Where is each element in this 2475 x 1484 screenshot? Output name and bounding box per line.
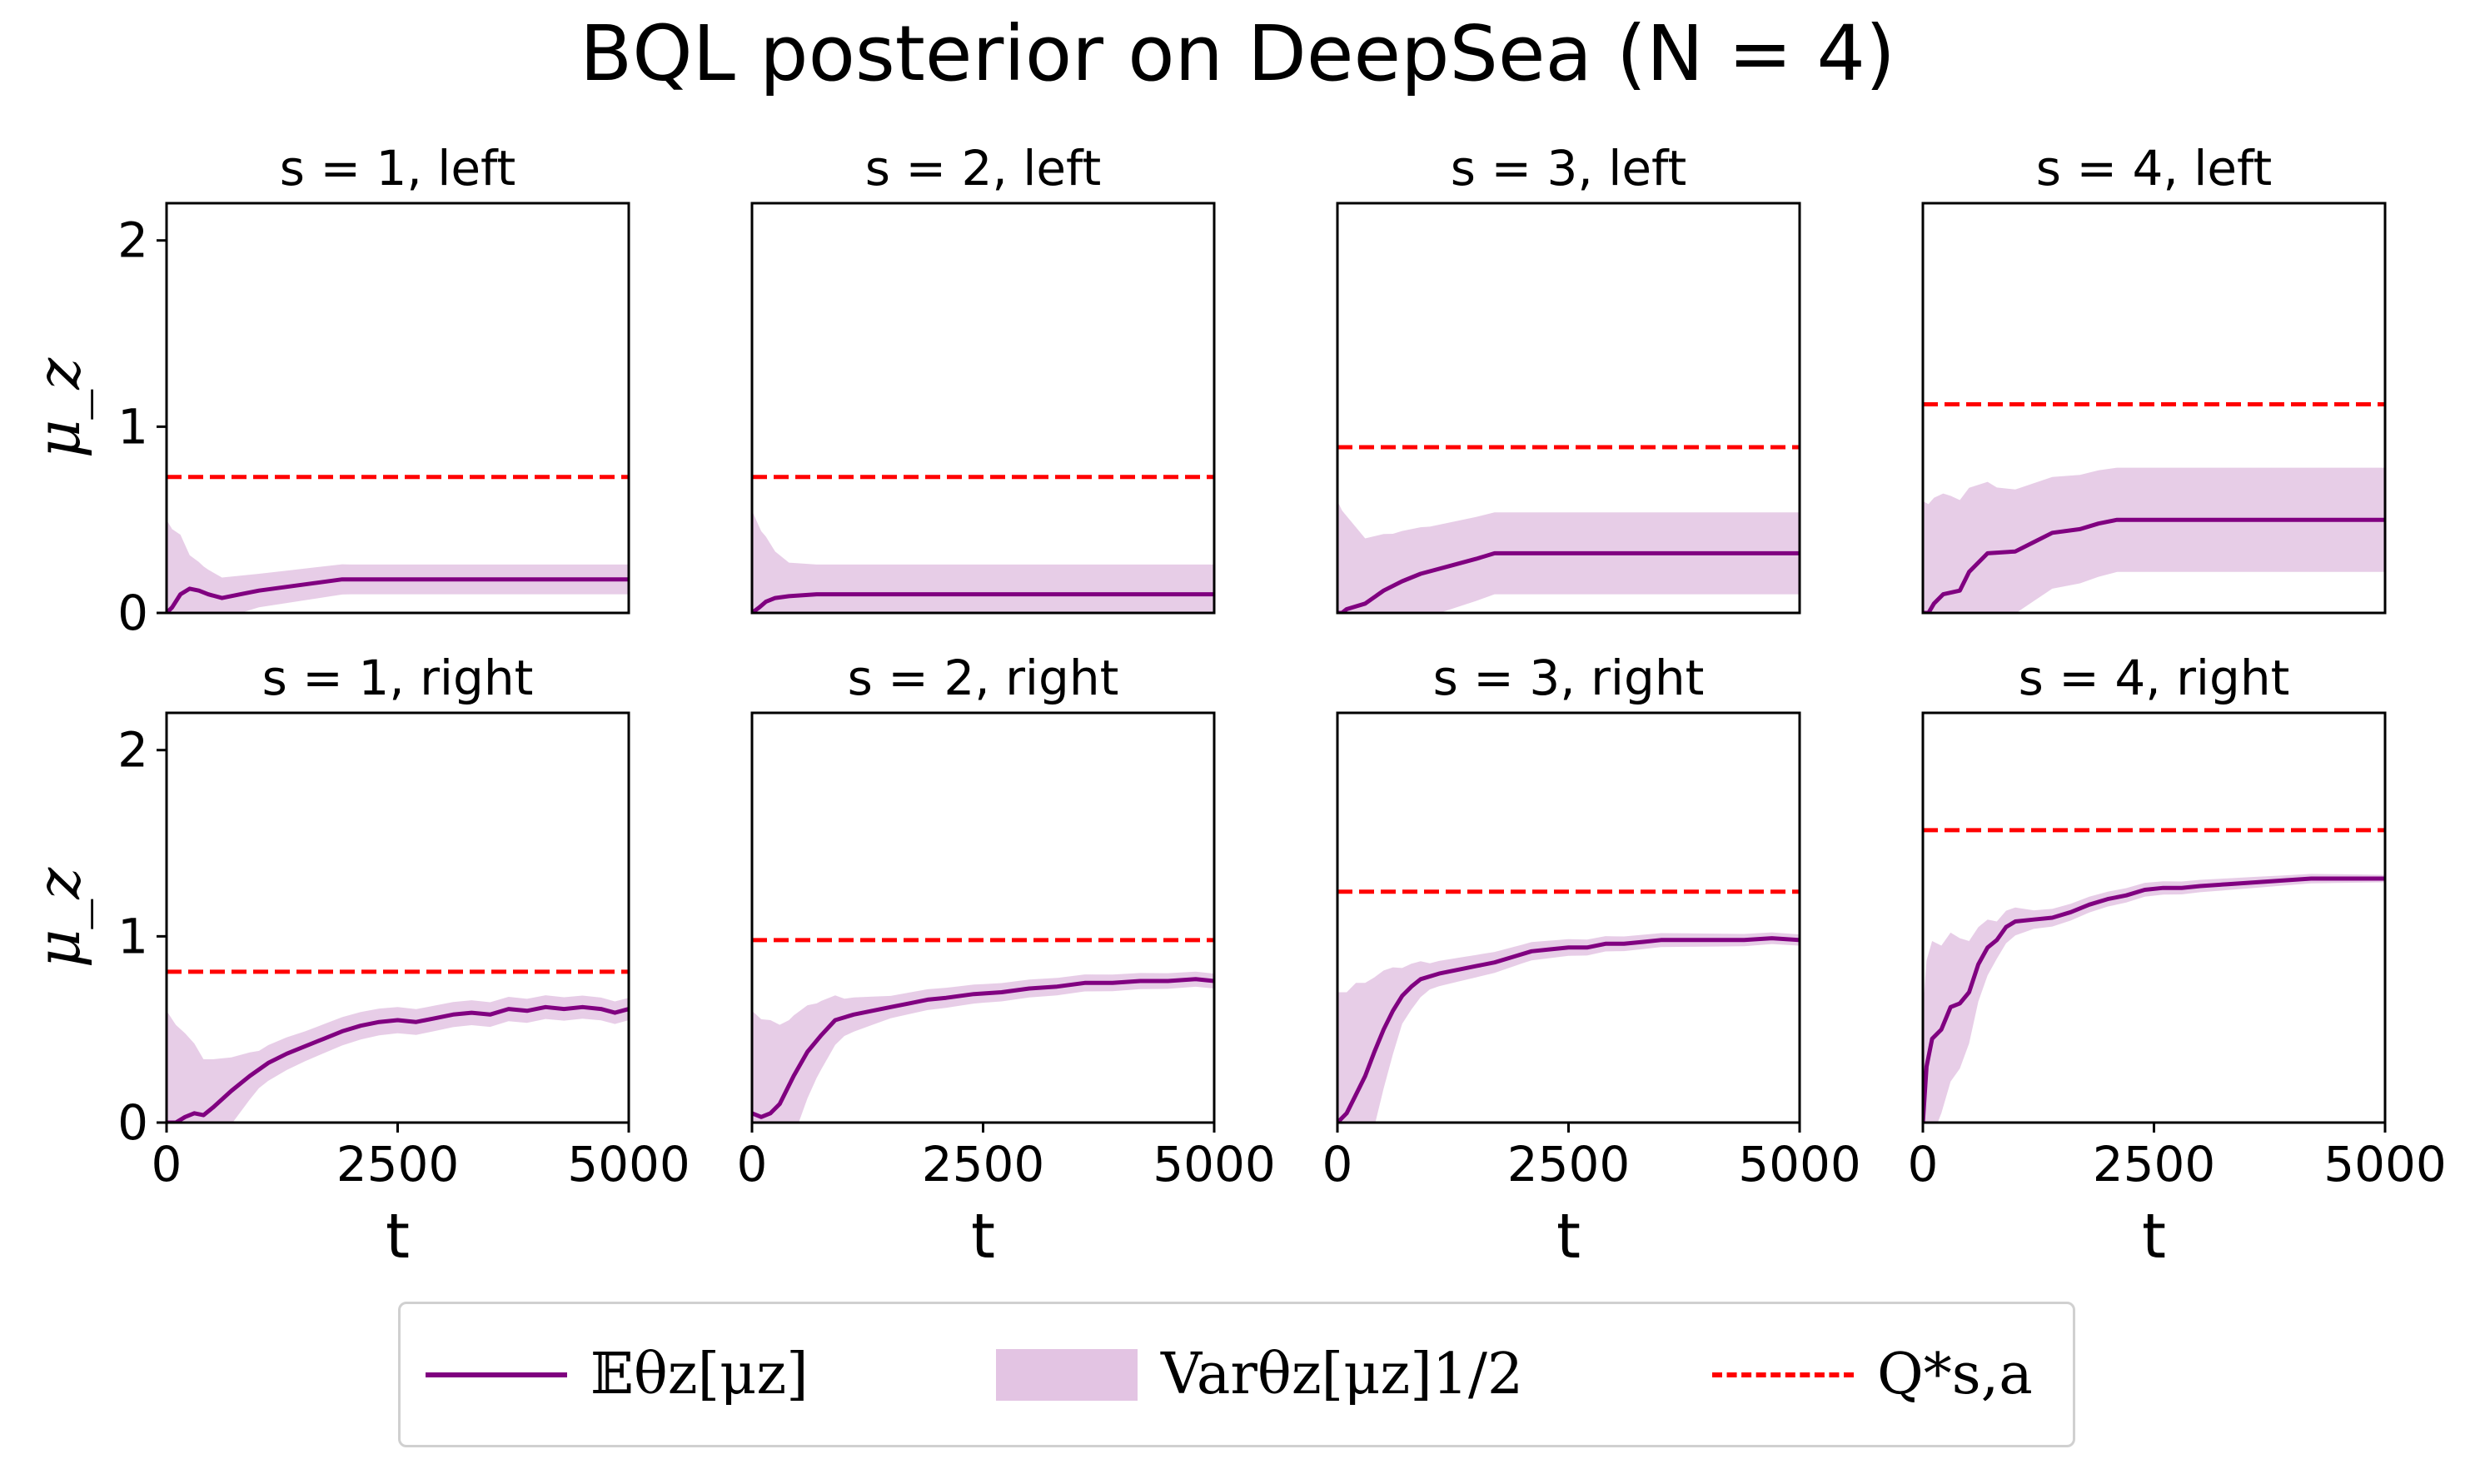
y-tick-label: 2: [117, 212, 148, 269]
x-tick-label: 5000: [567, 1136, 690, 1193]
y-tick-label: 0: [117, 1094, 148, 1151]
posterior-mean-line: [1337, 936, 1800, 1123]
panel-frame: [165, 202, 630, 615]
subplot-grid: s = 1, left 0 1 2 μ_z s = 2, left s = 3, left s…: [23, 140, 2447, 1272]
posterior-mean-line: [752, 977, 1214, 1119]
panel-frame: [1921, 711, 2387, 1124]
posterior-std-band: [752, 971, 1214, 1123]
posterior-mean-line: [1337, 550, 1800, 613]
x-tick-label: 5000: [1153, 1136, 1276, 1193]
x-tick-label: 2500: [2093, 1136, 2216, 1193]
x-axis-label: t: [386, 1201, 410, 1272]
x-tick-label: 2500: [1507, 1136, 1631, 1193]
chart-title: BQL posterior on DeepSea (N = 4): [580, 9, 1895, 98]
x-tick-label: 2500: [922, 1136, 1045, 1193]
x-axis-label: t: [971, 1201, 995, 1272]
legend-entry-qstar: Q*s,a: [1712, 1304, 2033, 1445]
posterior-mean-line: [167, 1004, 629, 1123]
x-axis-label: t: [2142, 1201, 2166, 1272]
panel-title: s = 4, left: [2036, 140, 2272, 197]
y-tick-label: 2: [117, 722, 148, 779]
posterior-std-band: [167, 995, 629, 1123]
legend-mean-line-icon: [426, 1372, 567, 1377]
legend-entry-band: Varθz[μz]1/2: [996, 1304, 1523, 1445]
legend-label-band: Varθz[μz]1/2: [1161, 1342, 1524, 1407]
x-tick-label: 0: [1908, 1136, 1939, 1193]
y-axis-label: μ_z: [23, 357, 93, 459]
posterior-mean-line: [752, 592, 1214, 613]
x-tick-label: 0: [1322, 1136, 1353, 1193]
y-tick-label: 0: [117, 585, 148, 641]
posterior-mean-line: [167, 577, 629, 613]
x-tick-label: 0: [737, 1136, 768, 1193]
panel-title: s = 2, left: [865, 140, 1101, 197]
x-tick-label: 2500: [336, 1136, 460, 1193]
x-tick-label: 5000: [1738, 1136, 1861, 1193]
panel-frame: [1336, 711, 1801, 1124]
posterior-mean-line: [1923, 517, 2385, 613]
panel-title: s = 2, right: [848, 650, 1119, 706]
x-tick-label: 0: [152, 1136, 182, 1193]
posterior-std-band: [1923, 467, 2385, 613]
legend-entry-mean: 𝔼θz[μz]: [426, 1304, 809, 1445]
panel-frame: [1921, 202, 2387, 615]
posterior-std-band: [1337, 932, 1800, 1123]
legend: 𝔼θz[μz] Varθz[μz]1/2 Q*s,a: [398, 1302, 2075, 1447]
legend-qstar-dash-icon: [1712, 1372, 1854, 1377]
posterior-std-band: [752, 510, 1214, 613]
y-tick-label: 1: [117, 398, 148, 455]
y-tick-label: 1: [117, 908, 148, 964]
legend-label-qstar: Q*s,a: [1877, 1342, 2033, 1407]
x-axis-label: t: [1556, 1201, 1581, 1272]
panel-title: s = 4, right: [2019, 650, 2290, 706]
panel-frame: [750, 202, 1216, 615]
panel-title: s = 1, left: [280, 140, 515, 197]
legend-label-mean: 𝔼θz[μz]: [590, 1342, 809, 1407]
posterior-mean-line: [1923, 876, 2385, 1123]
posterior-std-band: [167, 520, 629, 613]
panel-title: s = 1, right: [262, 650, 534, 706]
panel-frame: [1336, 202, 1801, 615]
y-axis-label: μ_z: [23, 867, 93, 969]
panel-title: s = 3, right: [1433, 650, 1705, 706]
x-tick-label: 5000: [2323, 1136, 2447, 1193]
panel-title: s = 3, left: [1451, 140, 1686, 197]
legend-band-patch-icon: [996, 1348, 1138, 1401]
posterior-std-band: [1337, 500, 1800, 613]
